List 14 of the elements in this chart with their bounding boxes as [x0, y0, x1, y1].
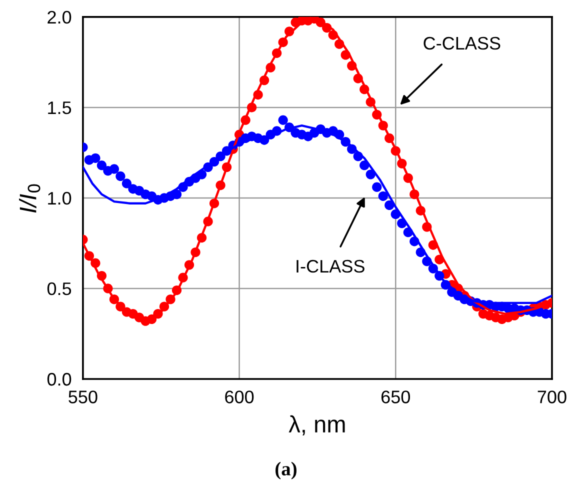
y-tick-label: 1.5	[48, 102, 72, 114]
annotation: I-CLASS	[296, 260, 364, 273]
x-tick-label: 600	[225, 390, 254, 404]
text: (a)	[276, 462, 296, 480]
x-tick-label: 650	[381, 390, 410, 404]
x-tick-label: 700	[538, 390, 566, 404]
y-tick-label: 0.5	[47, 282, 72, 296]
y-tick-label: 0.0	[47, 372, 72, 386]
x-tick-label: 550	[68, 390, 98, 404]
x-axis-title: λ, nm	[288, 415, 345, 436]
y-axis-title: I/I$_{0}$	[19, 184, 40, 213]
y-tick-label: 2.0	[48, 10, 72, 24]
y-tick-label: 1.0	[48, 192, 72, 205]
annotation: C-CLASS	[424, 36, 500, 50]
